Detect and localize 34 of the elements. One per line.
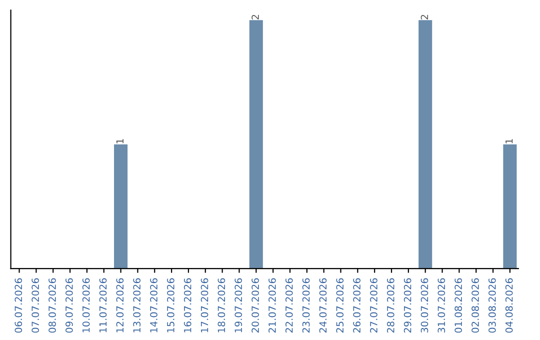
x-tick-label: 10.07.2026 [82, 278, 90, 332]
x-tick-label: 27.07.2026 [370, 278, 378, 333]
x-tick-label: 30.07.2026 [420, 278, 428, 333]
x-tick-label: 18.07.2026 [218, 278, 226, 332]
x-tick-label: 01.08.2026 [454, 278, 462, 333]
x-tick-label: 29.07.2026 [404, 278, 412, 333]
data-label: 1 [506, 139, 513, 144]
x-tick-label: 14.07.2026 [150, 278, 158, 332]
x-tick-label: 25.07.2026 [336, 278, 344, 333]
x-tick-label: 02.08.2026 [472, 278, 479, 333]
x-tick-label: 17.07.2026 [200, 278, 208, 332]
x-tick-label: 11.07.2026 [99, 278, 107, 332]
data-label: 2 [420, 14, 428, 20]
x-tick-label: 28.07.2026 [386, 278, 394, 333]
x-tick-label: 04.08.2026 [505, 278, 513, 333]
x-tick-label: 26.07.2026 [353, 278, 360, 333]
x-tick-label: 12.07.2026 [116, 278, 124, 332]
x-tick-label: 06.07.2026 [14, 278, 22, 333]
x-tick-label: 16.07.2026 [184, 278, 192, 332]
x-tick-label: 22.07.2026 [285, 278, 293, 333]
x-tick-label: 31.07.2026 [438, 278, 446, 333]
x-tick-label: 20.07.2026 [252, 278, 259, 333]
x-tick-label: 08.07.2026 [48, 278, 56, 333]
x-tick-label: 13.07.2026 [133, 278, 141, 332]
data-label: 1 [116, 139, 124, 144]
x-tick-label: 09.07.2026 [65, 278, 73, 333]
x-tick-label: 15.07.2026 [167, 278, 174, 332]
x-tick-label: 07.07.2026 [32, 278, 39, 333]
data-label: 2 [252, 14, 259, 20]
x-tick-label: 21.07.2026 [268, 278, 276, 333]
x-tick-label: 03.08.2026 [488, 278, 496, 333]
x-tick-label: 24.07.2026 [319, 278, 327, 333]
x-tick-label: 23.07.2026 [302, 278, 310, 333]
x-tick-label: 19.07.2026 [234, 278, 242, 332]
